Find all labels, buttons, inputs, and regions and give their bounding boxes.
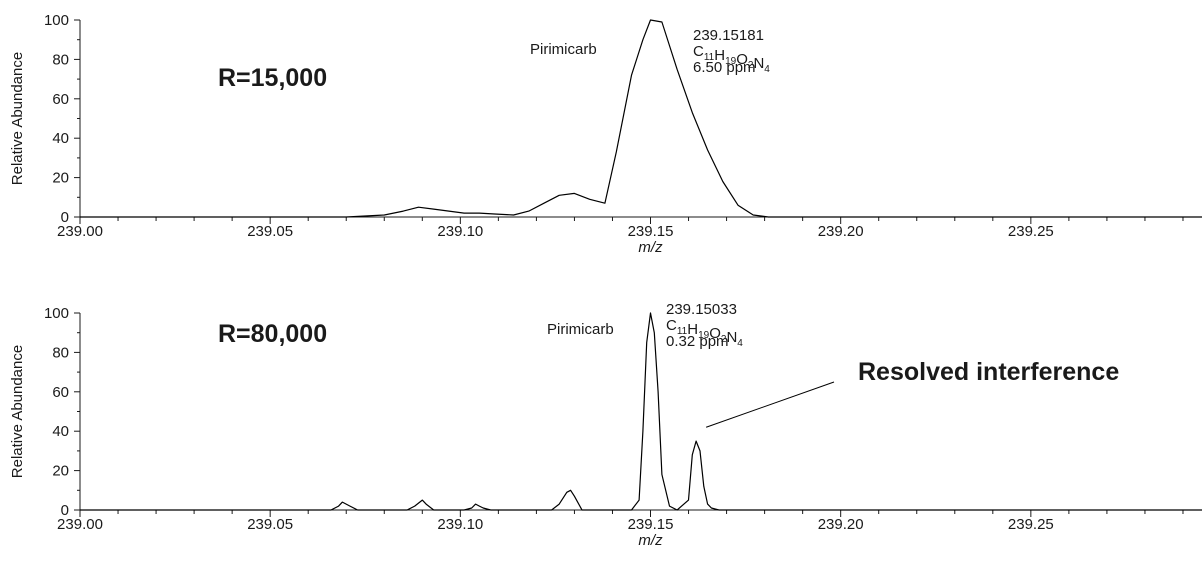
x-tick-label: 239.10 — [437, 516, 483, 533]
y-tick-label: 60 — [52, 384, 69, 401]
y-tick-label: 0 — [61, 502, 69, 519]
spectrum-trace — [80, 19, 1202, 218]
peak-mass-label: 239.15033 — [666, 301, 737, 318]
x-tick-label: 239.20 — [818, 223, 864, 240]
x-tick-label: 239.20 — [818, 516, 864, 533]
x-tick-label: 239.05 — [247, 516, 293, 533]
y-tick-label: 20 — [52, 463, 69, 480]
ppm-error-label: 0.32 ppm — [666, 333, 729, 350]
peak-mass-label: 239.15181 — [693, 27, 764, 44]
resolved-interference-label: Resolved interference — [858, 358, 1119, 386]
compound-label: Pirimicarb — [530, 41, 597, 58]
y-tick-label: 60 — [52, 91, 69, 108]
y-tick-label: 40 — [52, 423, 69, 440]
y-tick-label: 0 — [61, 209, 69, 226]
x-tick-label: 239.00 — [57, 516, 103, 533]
spectrum-panel-r80000: 0 20 40 60 80 100 239.00 239.05 239.10 239.15 239.… — [9, 301, 1202, 549]
x-tick-label: 239.05 — [247, 223, 293, 240]
compound-label: Pirimicarb — [547, 321, 614, 338]
y-tick-label: 80 — [52, 344, 69, 361]
molecular-formula: C11H19O2N4 — [666, 317, 743, 349]
y-tick-label: 100 — [44, 305, 69, 322]
x-tick-label: 239.15 — [628, 223, 674, 240]
x-tick-label: 239.25 — [1008, 516, 1054, 533]
resolution-label: R=15,000 — [218, 64, 327, 92]
x-tick-label: 239.25 — [1008, 223, 1054, 240]
x-tick-label: 239.00 — [57, 223, 103, 240]
y-tick-label: 20 — [52, 170, 69, 187]
x-tick-label: 239.15 — [628, 516, 674, 533]
x-tick-label: 239.10 — [437, 223, 483, 240]
interference-pointer-line — [705, 381, 835, 428]
y-tick-label: 80 — [52, 51, 69, 68]
spectrum-panel-r15000: 0 20 40 60 80 100 239.00 239.05 239.10 239.15 239.… — [9, 12, 1202, 256]
y-tick-label: 40 — [52, 130, 69, 147]
x-axis-title: m/z — [638, 239, 663, 256]
x-axis-title: m/z — [638, 532, 663, 549]
y-axis-title: Relative Abundance — [9, 345, 26, 478]
resolution-label: R=80,000 — [218, 320, 327, 348]
spectrum-trace — [80, 312, 1202, 511]
ppm-error-label: 6.50 ppm — [693, 59, 756, 76]
y-axis-title: Relative Abundance — [9, 52, 26, 185]
y-tick-label: 100 — [44, 12, 69, 29]
molecular-formula: C11H19O2N4 — [693, 43, 770, 75]
